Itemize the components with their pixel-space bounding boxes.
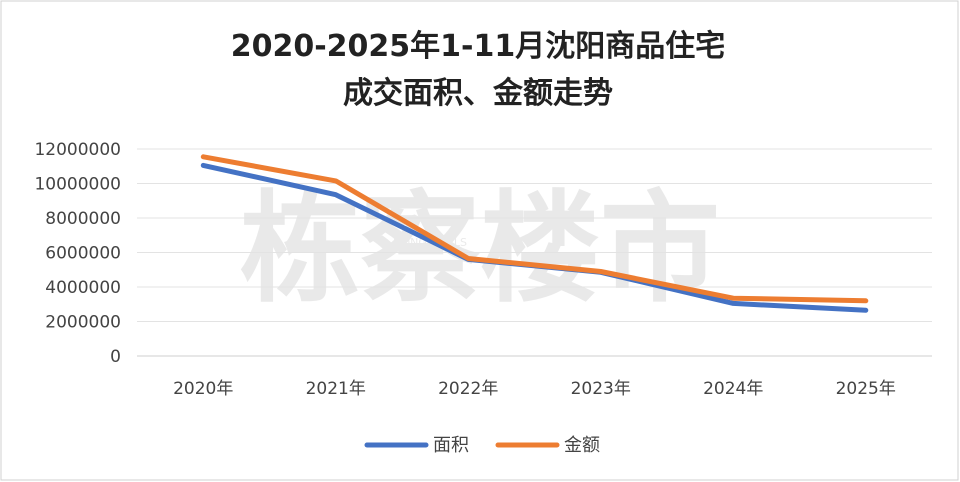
x-tick-label: 2022年 — [438, 379, 498, 399]
legend-label-amount: 金额 — [564, 435, 600, 456]
series-line-amount — [200, 154, 869, 304]
y-tick-label: 2000000 — [45, 313, 121, 333]
x-tick-label: 2021年 — [306, 379, 366, 399]
chart-title-line-1: 2020-2025年1-11月沈阳商品住宅 — [231, 29, 726, 64]
y-tick-label: 10000000 — [34, 175, 121, 195]
chart-title-line-2: 成交面积、金额走势 — [343, 76, 613, 111]
legend: 面积 金额 — [364, 435, 600, 456]
y-tick-label: 4000000 — [45, 278, 121, 298]
gridlines — [137, 148, 932, 357]
x-axis: 2020年 2021年 2022年 2023年 2024年 2025年 — [173, 379, 896, 399]
y-tick-label: 12000000 — [34, 140, 121, 160]
x-tick-label: 2025年 — [836, 379, 896, 399]
y-tick-label: 0 — [110, 347, 121, 367]
x-tick-label: 2020年 — [173, 379, 233, 399]
y-axis: 12000000 10000000 8000000 6000000 4000000 200… — [34, 140, 121, 367]
x-tick-label: 2024年 — [703, 379, 763, 399]
y-tick-label: 6000000 — [45, 244, 121, 264]
y-tick-label: 8000000 — [45, 209, 121, 229]
series-lines — [200, 154, 869, 313]
watermark-text: 栋察楼市 — [240, 180, 720, 319]
watermark-logo: 栋察楼市 DONGCHA LS — [240, 180, 720, 319]
x-tick-label: 2023年 — [571, 379, 631, 399]
legend-label-area: 面积 — [433, 435, 469, 456]
